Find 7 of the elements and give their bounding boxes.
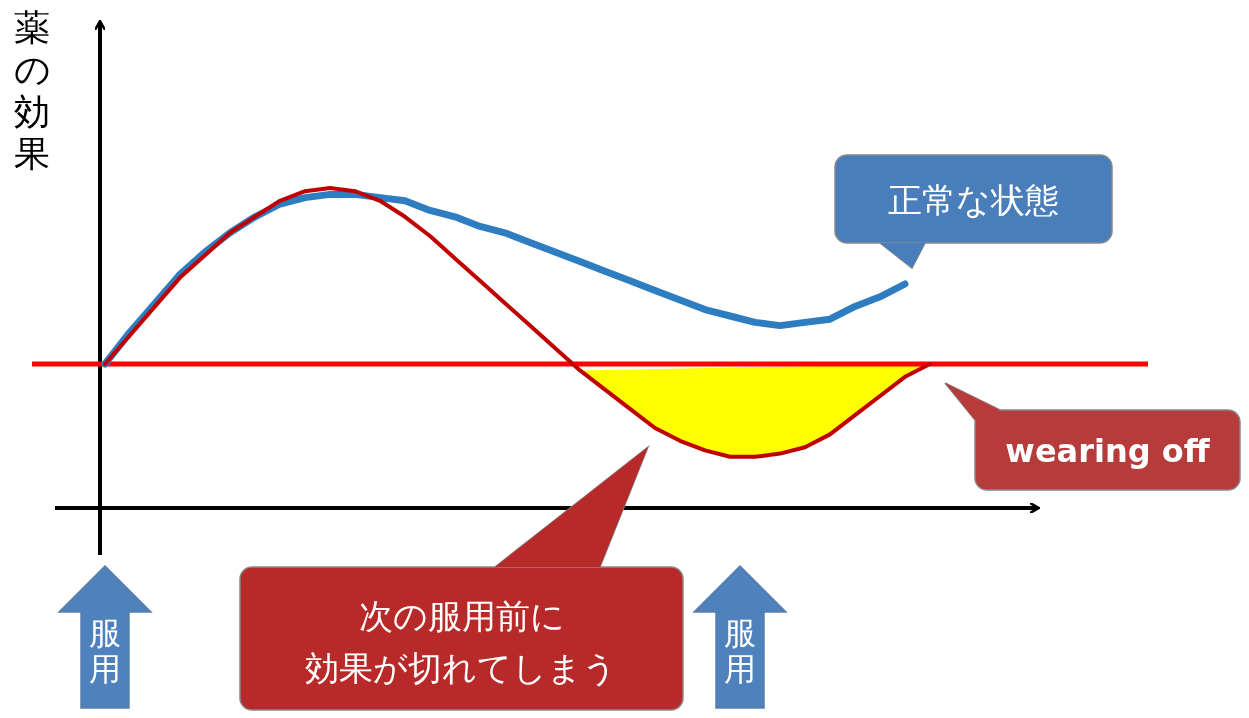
annotation: 服用 (57, 564, 153, 709)
annotation: wearing off (944, 382, 1241, 491)
annotation: 正常な状態 (888, 180, 1059, 220)
ylabel: 薬の効果 (13, 7, 51, 174)
annotation: 正常な状態 (834, 154, 1113, 270)
annotation: 効果が切れてしまう (305, 648, 617, 688)
annotation: 服用 (692, 564, 788, 709)
